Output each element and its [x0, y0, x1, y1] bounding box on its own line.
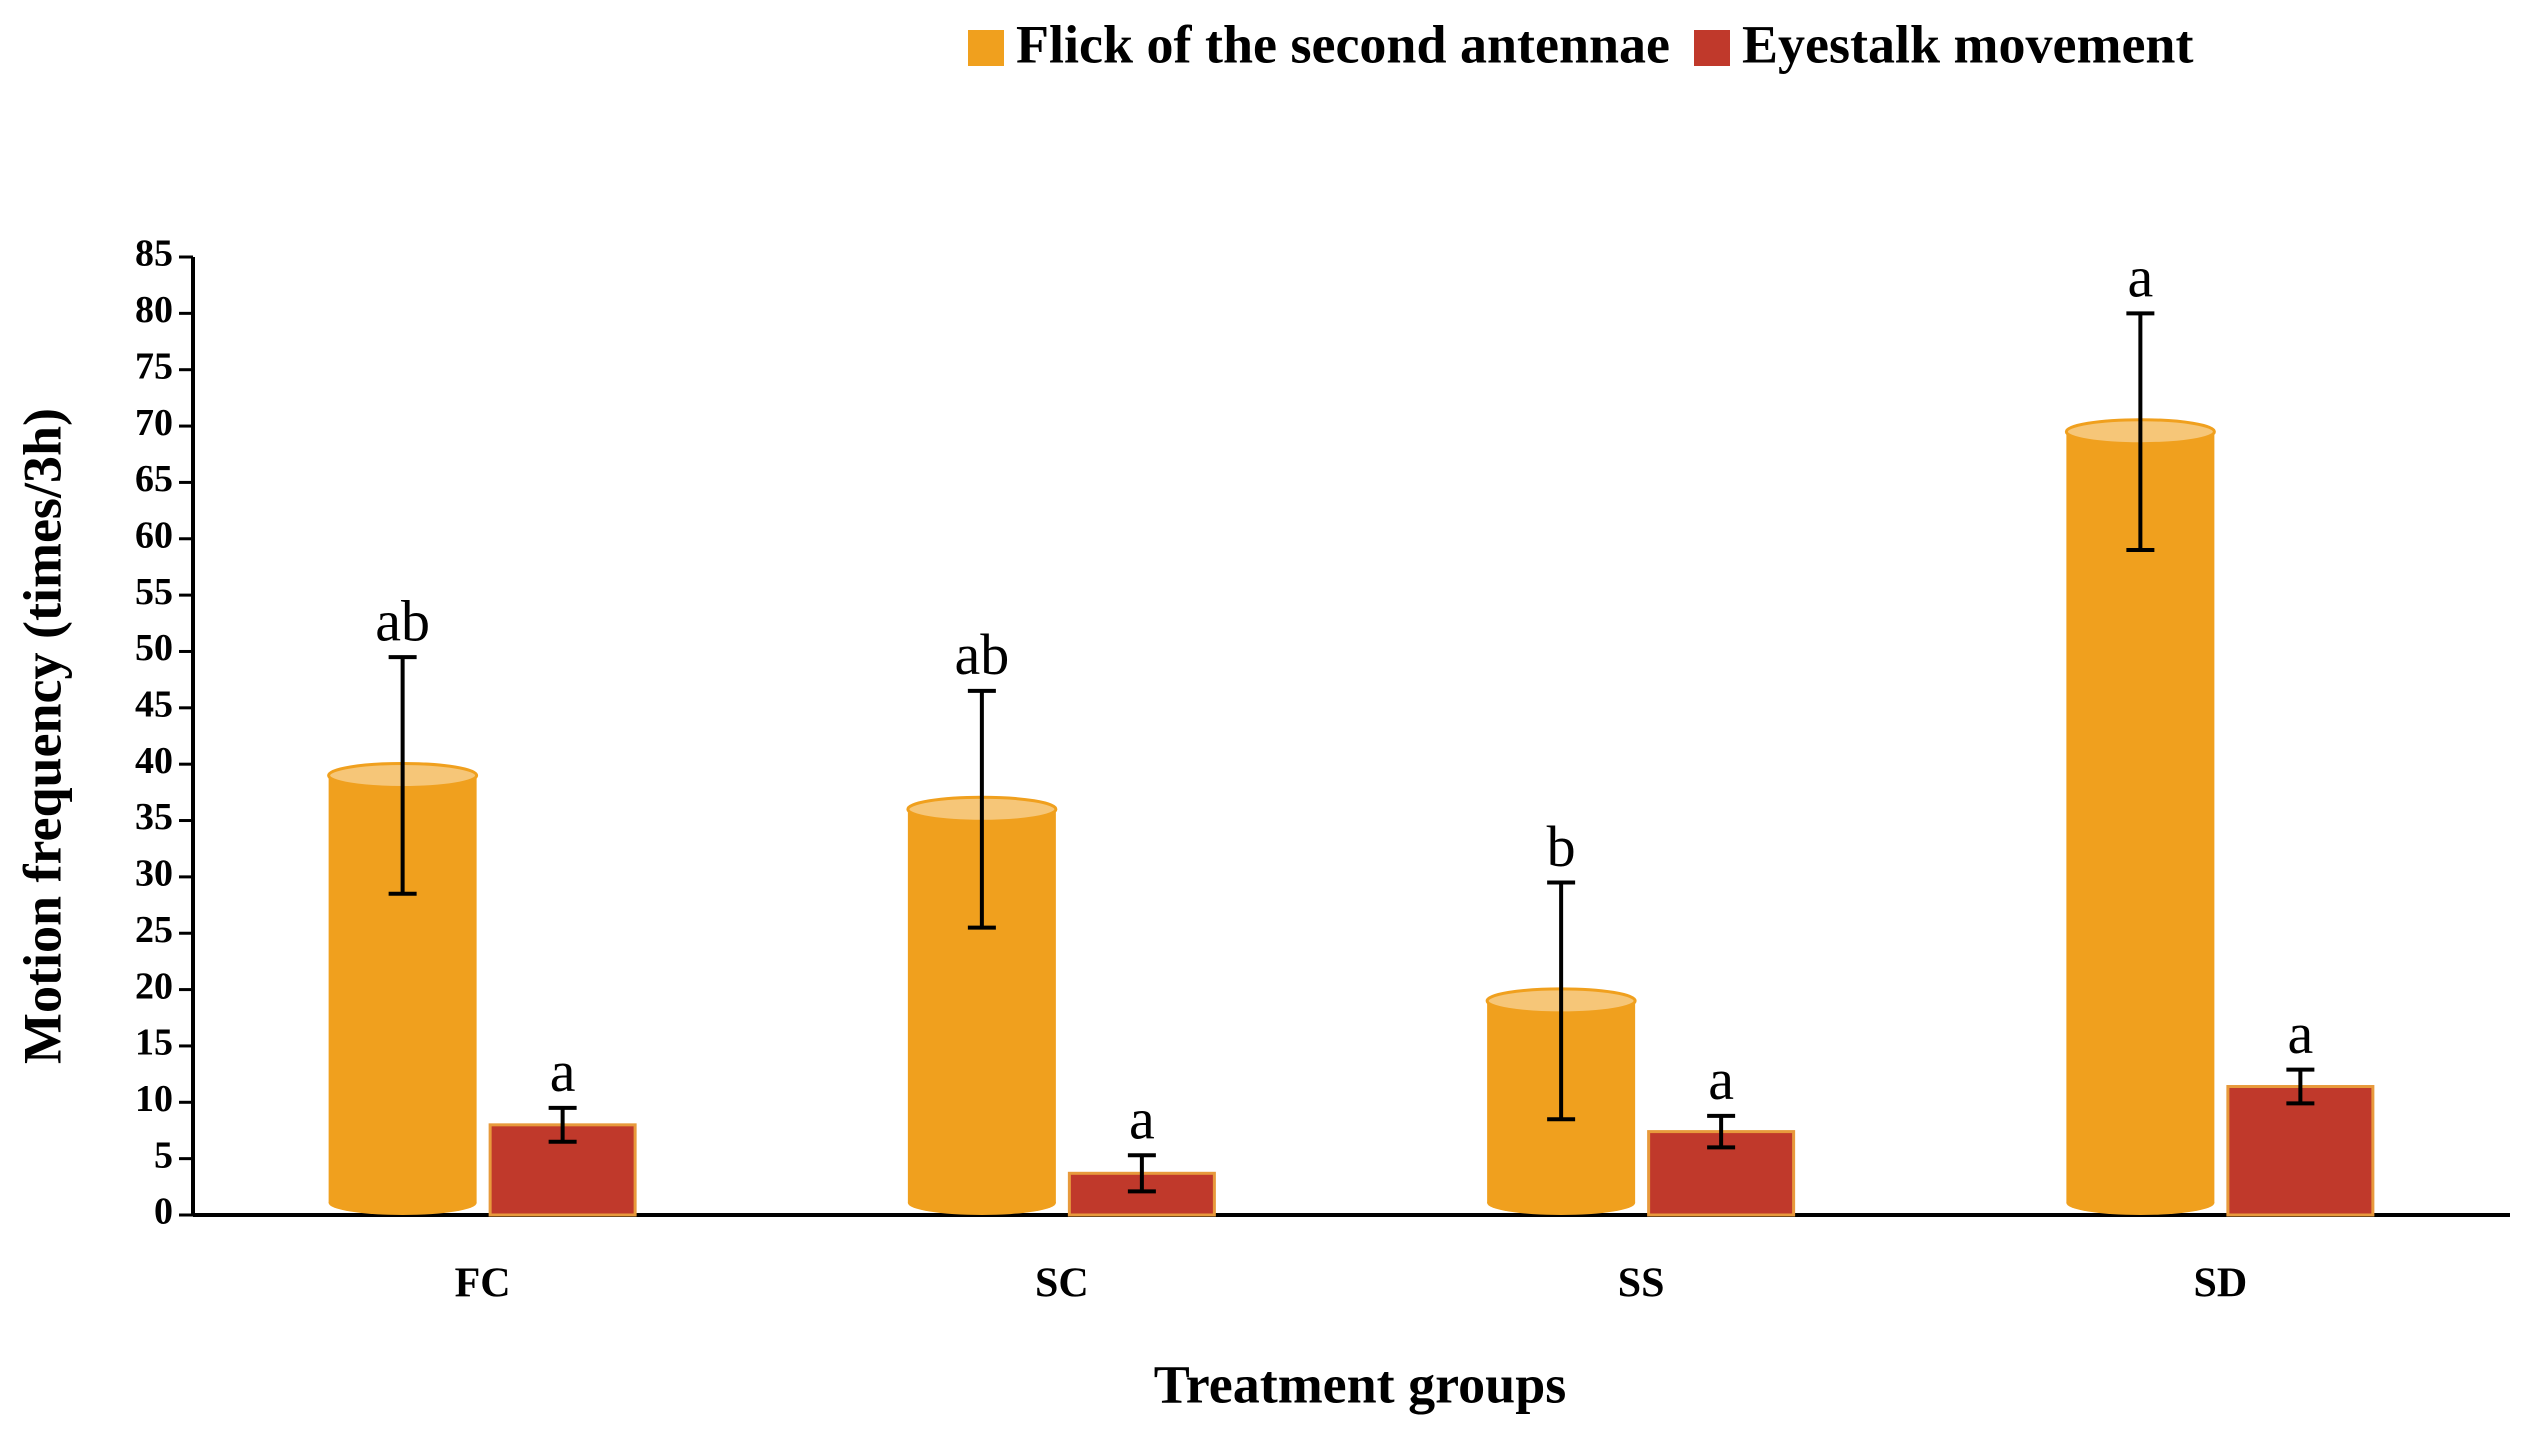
legend-label: Eyestalk movement: [1742, 14, 2193, 74]
y-tick-label: 65: [135, 458, 173, 500]
y-tick-label: 45: [135, 684, 173, 726]
y-axis-title: Motion frequency (times/3h): [12, 408, 72, 1064]
x-axis-title: Treatment groups: [1154, 1354, 1567, 1414]
legend-swatch: [1694, 30, 1730, 66]
y-tick-label: 55: [135, 571, 173, 613]
y-tick-label: 80: [135, 289, 173, 331]
y-tick-label: 25: [135, 909, 173, 951]
x-tick-label: SC: [1035, 1261, 1089, 1307]
significance-letter: a: [2128, 245, 2154, 310]
y-tick-label: 70: [135, 402, 173, 444]
y-tick-label: 75: [135, 345, 173, 387]
y-tick-label: 15: [135, 1022, 173, 1064]
significance-letter: a: [550, 1039, 576, 1104]
significance-letter: ab: [375, 588, 430, 653]
y-tick-label: 85: [135, 233, 173, 275]
y-tick-label: 40: [135, 740, 173, 782]
y-tick-label: 60: [135, 514, 173, 556]
significance-letter: a: [2288, 1001, 2314, 1066]
significance-letter: ab: [955, 622, 1010, 687]
significance-letter: a: [1129, 1087, 1155, 1152]
x-tick-label: FC: [455, 1261, 511, 1307]
bar: [2226, 1085, 2375, 1217]
x-tick-label: SS: [1618, 1261, 1665, 1307]
bar: [2066, 431, 2215, 1204]
legend-label: Flick of the second antennae: [1016, 14, 1670, 74]
y-tick-label: 20: [135, 965, 173, 1007]
y-tick-label: 30: [135, 853, 173, 895]
y-tick-label: 50: [135, 627, 173, 669]
x-tick-label: SD: [2194, 1261, 2248, 1307]
y-tick-label: 5: [154, 1134, 173, 1176]
y-tick-label: 0: [154, 1191, 173, 1233]
bar: [488, 1123, 637, 1217]
y-tick-label: 10: [135, 1078, 173, 1120]
legend-swatch: [968, 30, 1004, 66]
significance-letter: a: [1708, 1047, 1734, 1112]
y-tick-label: 35: [135, 796, 173, 838]
significance-letter: b: [1547, 814, 1576, 879]
